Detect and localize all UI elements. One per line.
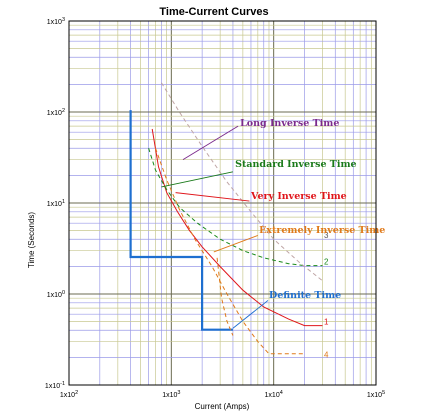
annotation-leader-line	[161, 171, 234, 188]
curve-number-label: 4	[324, 351, 329, 360]
x-tick-label: 1x104	[265, 390, 283, 399]
annotation-label: Definite Time	[269, 290, 341, 301]
annotation-leader-line	[182, 125, 239, 160]
plot-frame	[68, 20, 377, 386]
annotation-leader-line	[232, 300, 269, 329]
annotation-label: Extremely Inverse Time	[259, 225, 385, 236]
y-tick-label: 1x102	[47, 108, 65, 117]
x-tick-label: 1x102	[60, 390, 78, 399]
annotation-label: Long Inverse Time	[240, 118, 339, 129]
y-tick-label: 1x101	[47, 199, 65, 208]
y-tick-label: 1x103	[47, 17, 65, 26]
y-tick-label: 1x100	[47, 290, 65, 299]
y-axis-label: Time (Seconds)	[27, 212, 36, 269]
annotation-label: Standard Inverse Time	[235, 159, 356, 170]
y-tick-label: 1x10-1	[45, 381, 65, 390]
chart-title: Time-Current Curves	[159, 6, 268, 18]
annotation-label: Very Inverse Time	[250, 191, 347, 202]
annotation-leader-line	[175, 192, 250, 202]
curve-number-label: 1	[324, 318, 329, 327]
curve-number-label: 3	[324, 231, 329, 240]
x-tick-label: 1x103	[162, 390, 180, 399]
x-axis-label: Current (Amps)	[195, 402, 250, 411]
annotations: Long Inverse Time Standard Inverse Time Ve…	[161, 118, 385, 329]
curves: 1 2 3 4	[129, 82, 329, 360]
curve-definite	[129, 110, 233, 331]
annotation-leader-line	[213, 235, 258, 253]
curve-curve2	[148, 148, 323, 267]
x-tick-label: 1x105	[367, 390, 385, 399]
curve-curve4b	[216, 257, 234, 336]
tick-labels: 1x102 1x103 1x104 1x105 1x10-1 1x100 1x101 1x10…	[45, 17, 385, 399]
curve-number-label: 2	[324, 258, 329, 267]
curve-curve4	[155, 148, 305, 355]
